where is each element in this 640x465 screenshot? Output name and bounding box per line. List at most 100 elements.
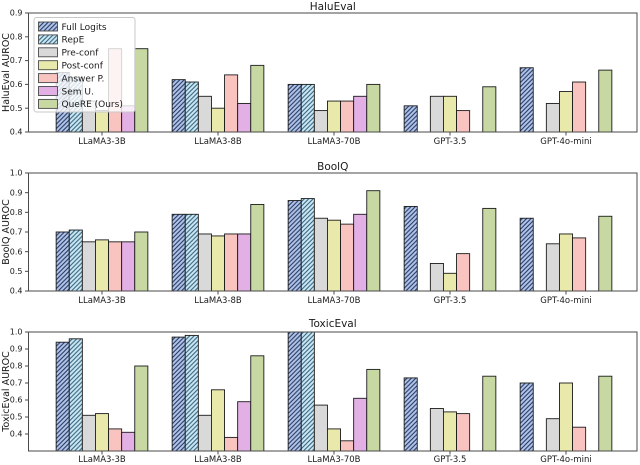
legend-label-post-conf: Post-conf (62, 62, 104, 72)
bar-post-conf (443, 411, 458, 452)
bar-full-logits (171, 336, 186, 452)
y-tick-label: 0.5 (10, 267, 23, 276)
bar-full-logits (403, 105, 418, 133)
bar-quere (134, 365, 149, 452)
y-tick-label: 0.7 (10, 56, 23, 65)
bar-quere (250, 204, 265, 292)
x-tick-label: LLaMA3-3B (78, 296, 126, 306)
legend-label-full-logits: Full Logits (62, 23, 107, 33)
legend-label-answer-p: Answer P. (62, 74, 105, 84)
plot-frame (28, 12, 638, 133)
bar-quere (598, 69, 613, 133)
bar-full-logits (55, 231, 70, 292)
bar-pre-conf (545, 418, 560, 452)
bar-pre-conf (429, 95, 444, 133)
x-tick-label: LLaMA3-8B (194, 296, 242, 306)
legend-swatch-repe (38, 34, 58, 45)
bar-pre-conf (429, 408, 444, 452)
legend-swatch-pre-conf (38, 47, 58, 58)
y-axis-label: HaluEval AUROC (1, 33, 12, 112)
bar-full-logits (55, 341, 70, 452)
legend-swatch-full-logits (38, 21, 58, 32)
y-tick-label: 0.4 (10, 287, 23, 296)
bar-post-conf (327, 100, 342, 133)
legend: Full Logits RepE Pre-conf Post-conf Answer P… (33, 17, 136, 113)
chart-title: ToxicEval (308, 318, 357, 330)
x-tick-label: GPT-4o-mini (540, 296, 591, 306)
bar-full-logits (403, 205, 418, 292)
legend-label-pre-conf: Pre-conf (62, 49, 100, 59)
plot-frame (28, 331, 638, 452)
bar-sem-u (121, 241, 136, 292)
legend-label-quere: QueRE (Ours) (62, 100, 123, 110)
halueval-bar-chart: HaluEval HaluEval AUROC 0.4 0.5 0.6 0.7 0.8 0.9… (1, 1, 638, 147)
bar-answer-p (456, 413, 471, 452)
x-tick-label: GPT-3.5 (434, 137, 467, 147)
bar-sem-u (353, 95, 368, 133)
bar-answer-p (456, 110, 471, 133)
bar-pre-conf (545, 102, 560, 133)
bar-quere (482, 375, 497, 452)
x-tick-label: LLaMA3-70B (308, 296, 361, 306)
x-tick-label: LLaMA3-8B (194, 455, 242, 465)
x-tick-label: LLaMA3-70B (308, 137, 361, 147)
bar-repe (184, 81, 199, 133)
y-tick-label: 0.5 (10, 104, 23, 113)
bar-pre-conf (313, 404, 328, 452)
bar-quere (598, 215, 613, 292)
bar-answer-p (340, 223, 355, 292)
bar-pre-conf (313, 217, 328, 292)
bar-full-logits (287, 331, 302, 452)
y-tick-label: 0.8 (10, 362, 23, 371)
chart-title: BoolQ (317, 161, 348, 173)
bar-answer-p (340, 100, 355, 133)
bar-post-conf (443, 95, 458, 133)
bar-quere (250, 64, 265, 133)
bar-post-conf (94, 239, 109, 292)
bar-full-logits (519, 382, 534, 452)
bar-post-conf (559, 233, 574, 292)
y-tick-label: 0.6 (10, 80, 23, 89)
y-tick-label: 0.8 (10, 32, 23, 41)
y-tick-label: 0.6 (10, 396, 23, 405)
bar-full-logits (287, 83, 302, 133)
y-tick-label: 0.4 (10, 430, 23, 439)
legend-swatch-quere (38, 98, 58, 109)
bar-sem-u (237, 102, 252, 133)
x-tick-label: LLaMA3-8B (194, 137, 242, 147)
chart-title: HaluEval (310, 1, 356, 13)
bar-full-logits (519, 217, 534, 292)
x-tick-label: GPT-3.5 (434, 455, 467, 465)
bar-quere (366, 368, 381, 452)
bar-pre-conf (313, 110, 328, 133)
legend-swatch-answer-p (38, 73, 58, 84)
bar-answer-p (224, 74, 239, 133)
bar-quere (366, 190, 381, 292)
y-tick-label: 0.8 (10, 208, 23, 217)
y-tick-label: 0.5 (10, 413, 23, 422)
y-tick-label: 0.4 (10, 128, 23, 137)
y-tick-label: 0.7 (10, 379, 23, 388)
y-tick-label: 1.0 (10, 169, 23, 178)
bar-quere (366, 83, 381, 133)
bar-sem-u (237, 233, 252, 292)
legend-box (33, 17, 136, 113)
bar-answer-p (108, 241, 123, 292)
x-tick-label: GPT-3.5 (434, 296, 467, 306)
x-tick-label: LLaMA3-70B (308, 455, 361, 465)
bar-post-conf (210, 107, 225, 133)
bar-pre-conf (197, 414, 212, 452)
bar-quere (482, 86, 497, 133)
boolq-bar-chart: BoolQ BoolQ AUROC 0.4 0.5 0.6 0.7 0.8 0.9 1.0 LLa… (1, 161, 638, 306)
bar-pre-conf (81, 241, 96, 292)
bar-post-conf (327, 428, 342, 452)
bar-answer-p (224, 436, 239, 452)
y-tick-label: 0.6 (10, 247, 23, 256)
legend-swatch-post-conf (38, 60, 58, 71)
bar-post-conf (443, 272, 458, 292)
y-tick-label: 1.0 (10, 328, 23, 337)
bar-post-conf (210, 389, 225, 452)
x-tick-label: LLaMA3-3B (78, 455, 126, 465)
bar-quere (250, 355, 265, 452)
